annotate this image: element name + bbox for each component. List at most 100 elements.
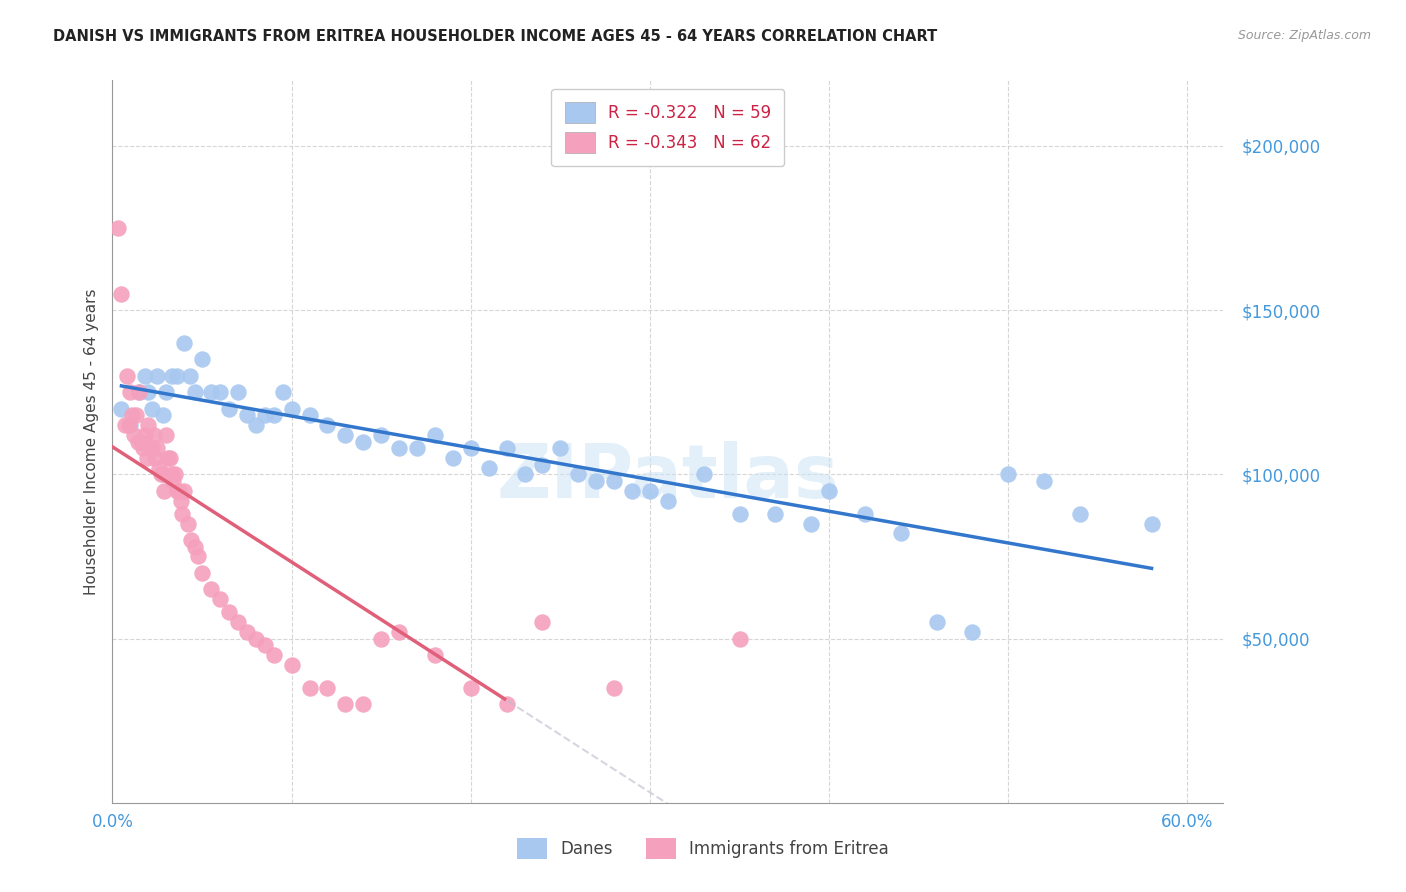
Point xyxy=(495,698,517,712)
Point xyxy=(141,401,163,416)
Point xyxy=(603,681,626,695)
Point xyxy=(621,483,644,498)
Point xyxy=(423,428,446,442)
Text: ZIPatlas: ZIPatlas xyxy=(496,442,839,514)
Legend: Danes, Immigrants from Eritrea: Danes, Immigrants from Eritrea xyxy=(510,831,896,866)
Point xyxy=(236,409,259,423)
Point xyxy=(460,681,482,695)
Point xyxy=(153,483,176,498)
Point xyxy=(148,460,170,475)
Point xyxy=(388,441,411,455)
Text: DANISH VS IMMIGRANTS FROM ERITREA HOUSEHOLDER INCOME AGES 45 - 64 YEARS CORRELAT: DANISH VS IMMIGRANTS FROM ERITREA HOUSEH… xyxy=(53,29,938,44)
Point xyxy=(406,441,429,455)
Point xyxy=(208,385,231,400)
Point xyxy=(152,409,174,423)
Point xyxy=(603,474,626,488)
Point xyxy=(128,385,150,400)
Point xyxy=(531,458,554,472)
Point xyxy=(763,507,786,521)
Point xyxy=(550,441,572,455)
Point xyxy=(146,368,169,383)
Point xyxy=(184,540,207,554)
Point xyxy=(226,385,249,400)
Point xyxy=(173,483,195,498)
Point xyxy=(125,409,148,423)
Point xyxy=(460,441,482,455)
Point xyxy=(152,467,174,482)
Point xyxy=(352,434,374,449)
Point xyxy=(728,507,751,521)
Point xyxy=(200,582,222,597)
Point xyxy=(253,638,276,652)
Point xyxy=(513,467,536,482)
Point xyxy=(478,460,501,475)
Point xyxy=(166,368,188,383)
Text: Source: ZipAtlas.com: Source: ZipAtlas.com xyxy=(1237,29,1371,42)
Point xyxy=(146,441,169,455)
Point xyxy=(173,336,195,351)
Point xyxy=(298,681,321,695)
Point xyxy=(370,632,392,646)
Point xyxy=(110,286,132,301)
Point xyxy=(191,566,214,580)
Point xyxy=(208,592,231,607)
Point xyxy=(253,409,276,423)
Point xyxy=(159,450,181,465)
Point xyxy=(110,401,132,416)
Point xyxy=(925,615,948,630)
Point xyxy=(120,418,142,433)
Point xyxy=(585,474,607,488)
Point xyxy=(441,450,464,465)
Point xyxy=(128,385,150,400)
Point xyxy=(1033,474,1056,488)
Point xyxy=(165,467,187,482)
Point xyxy=(962,625,984,640)
Point xyxy=(495,441,517,455)
Point xyxy=(818,483,841,498)
Point xyxy=(117,418,139,433)
Point xyxy=(263,648,285,662)
Point xyxy=(218,605,240,619)
Point xyxy=(1069,507,1091,521)
Point xyxy=(531,615,554,630)
Point xyxy=(160,368,183,383)
Point xyxy=(388,625,411,640)
Point xyxy=(245,418,267,433)
Point xyxy=(162,474,184,488)
Point xyxy=(218,401,240,416)
Point xyxy=(136,418,159,433)
Point xyxy=(280,401,302,416)
Point xyxy=(155,385,177,400)
Point xyxy=(567,467,589,482)
Legend: R = -0.322   N = 59, R = -0.343   N = 62: R = -0.322 N = 59, R = -0.343 N = 62 xyxy=(551,88,785,167)
Point xyxy=(263,409,285,423)
Point xyxy=(145,450,167,465)
Point xyxy=(149,467,172,482)
Point xyxy=(316,418,339,433)
Point xyxy=(120,385,142,400)
Point xyxy=(370,428,392,442)
Point xyxy=(335,428,357,442)
Point xyxy=(997,467,1019,482)
Point xyxy=(191,352,214,367)
Point xyxy=(177,516,200,531)
Point xyxy=(316,681,339,695)
Point xyxy=(298,409,321,423)
Point xyxy=(179,368,201,383)
Point xyxy=(136,385,159,400)
Point xyxy=(423,648,446,662)
Point xyxy=(134,428,156,442)
Point xyxy=(280,657,302,672)
Point xyxy=(107,221,129,235)
Point xyxy=(172,507,194,521)
Point xyxy=(236,625,259,640)
Point xyxy=(187,549,209,564)
Point xyxy=(115,368,138,383)
Point xyxy=(728,632,751,646)
Point xyxy=(166,483,188,498)
Point xyxy=(200,385,222,400)
Point xyxy=(139,441,162,455)
Point xyxy=(657,493,679,508)
Point xyxy=(167,483,190,498)
Point xyxy=(134,368,156,383)
